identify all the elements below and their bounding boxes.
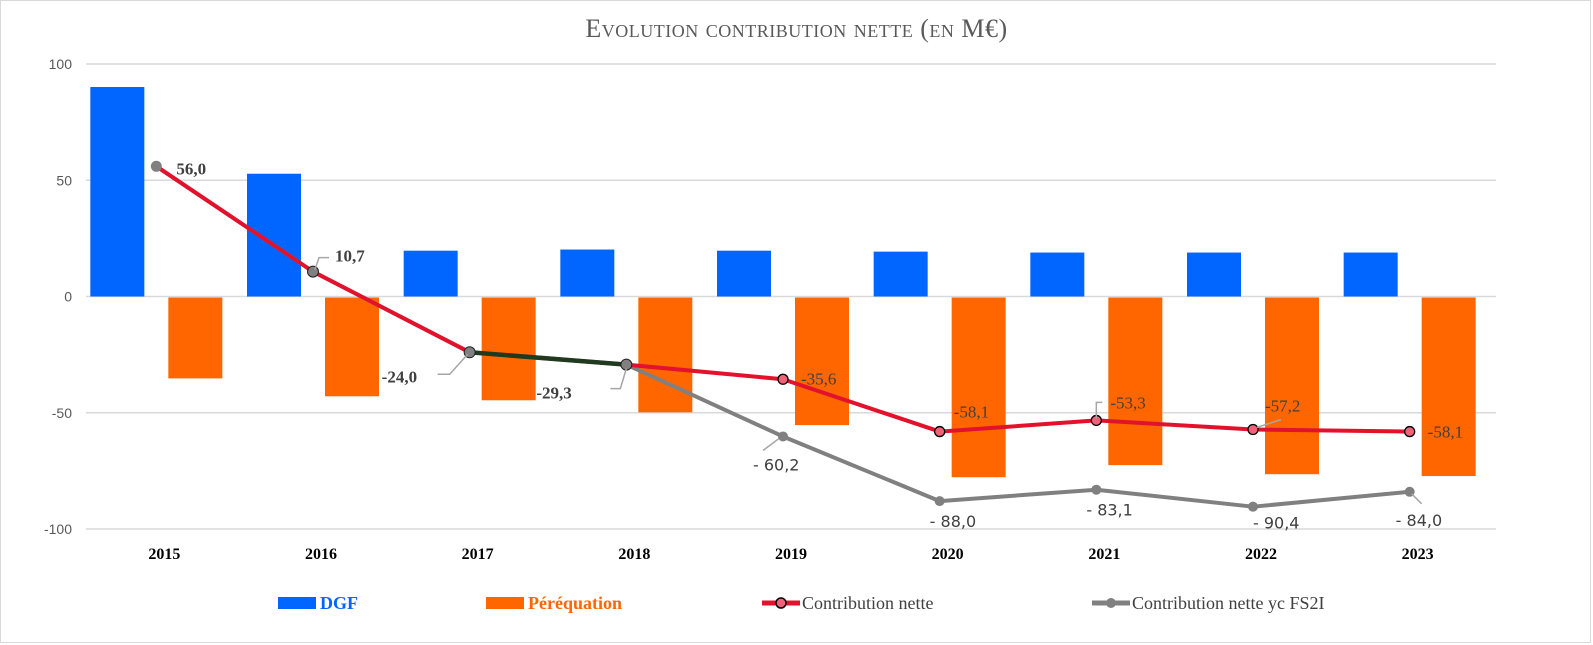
marker-contribution-nette-fs2i [1091,484,1102,495]
marker-contribution-nette-fs2i [1248,501,1258,512]
legend-label-perequation[interactable]: Péréquation [528,593,622,613]
data-label-contribution-nette-fs2i: - 88,0 [930,512,976,531]
data-label-contribution-nette: -58,1 [1428,423,1463,442]
chart-title: Evolution contribution nette (en M€) [585,14,1008,43]
legend-label-dgf[interactable]: DGF [320,593,358,613]
y-axis: 100 50 0 -50 -100 [44,56,72,537]
marker-contribution-nette-fs2i [934,496,945,507]
label-leader-line [1411,493,1423,505]
bar-p-r-quation [168,297,223,379]
legend-marker-contribution-fs2i [1106,598,1116,608]
y-tick-label: -50 [52,405,72,421]
x-tick-label: 2019 [775,546,807,563]
bar-dgf [560,249,615,297]
data-label-contribution-nette: -24,0 [382,367,417,386]
legend: DGF Péréquation Contribution nette Contr… [278,593,1325,613]
label-leader-line [437,353,469,376]
bar-dgf [1343,252,1398,297]
marker-contribution-nette [1247,423,1259,436]
x-tick-label: 2017 [462,546,494,563]
gridlines [86,63,1496,530]
legend-swatch-dgf [278,597,316,609]
bar-dgf [247,173,301,297]
data-label-contribution-nette: -57,2 [1265,396,1300,415]
data-label-contribution-nette: 10,7 [335,247,365,266]
bar-p-r-quation [795,297,849,426]
data-label-contribution-nette: -58,1 [954,403,989,422]
bar-dgf [717,250,771,297]
x-axis: 2015 2016 2017 2018 2019 2020 2021 2022 2023 [148,546,1433,563]
data-label-contribution-nette: -53,3 [1110,393,1145,412]
data-label-contribution-nette-fs2i: - 60,2 [753,455,799,474]
legend-swatch-perequation [486,597,524,609]
label-leader-line [1095,401,1103,419]
data-label-contribution-nette-fs2i: - 83,1 [1086,501,1132,520]
x-tick-label: 2022 [1245,546,1277,563]
label-leader-line [314,256,329,270]
label-leader-line [762,437,780,452]
x-tick-label: 2023 [1402,546,1434,563]
bars [90,87,1476,478]
data-label-contribution-nette: -35,6 [801,369,836,388]
y-tick-label: -100 [44,521,72,537]
x-tick-label: 2018 [618,546,650,563]
x-tick-label: 2020 [932,546,964,563]
label-leader-line [1256,418,1282,429]
bar-dgf [873,251,928,297]
bar-p-r-quation [1265,297,1319,475]
marker-contribution-nette [1404,425,1416,438]
bar-p-r-quation [638,297,693,413]
x-tick-label: 2015 [148,546,180,563]
bar-p-r-quation [481,297,536,401]
lines [150,160,1416,512]
bar-dgf [403,250,458,297]
data-label-contribution-nette: -29,3 [536,384,571,403]
bar-dgf [1030,252,1085,297]
y-tick-label: 100 [49,56,73,72]
bar-dgf [1187,252,1241,297]
legend-marker-contribution [775,597,787,609]
bar-p-r-quation [1108,297,1163,466]
x-tick-label: 2021 [1088,546,1120,563]
legend-label-contribution-fs2i[interactable]: Contribution nette yc FS2I [1132,593,1325,613]
marker-contribution-nette [777,373,789,385]
y-tick-label: 50 [56,172,72,188]
data-labels: 56,0 10,7 -24,0 -29,3 -35,6 -58,1 -53,3 -57,2 -5… [176,159,1463,532]
bar-p-r-quation [951,297,1006,478]
marker-contribution-nette [307,265,319,278]
marker-contribution-nette [150,160,162,172]
data-label-contribution-nette-fs2i: - 90,4 [1253,514,1299,533]
line-shared-segment [469,350,627,367]
marker-contribution-nette [620,358,633,371]
data-label-contribution-nette-fs2i: - 84,0 [1396,511,1442,530]
bar-p-r-quation [325,297,379,397]
marker-contribution-nette-fs2i [778,431,788,442]
label-leader-line [610,368,628,390]
bar-p-r-quation [1421,297,1476,477]
x-tick-label: 2016 [305,546,337,563]
marker-contribution-nette [934,425,946,438]
y-tick-label: 0 [64,289,72,305]
legend-label-contribution[interactable]: Contribution nette [802,593,933,613]
bar-dgf [90,87,145,297]
data-label-contribution-nette: 56,0 [176,159,206,178]
